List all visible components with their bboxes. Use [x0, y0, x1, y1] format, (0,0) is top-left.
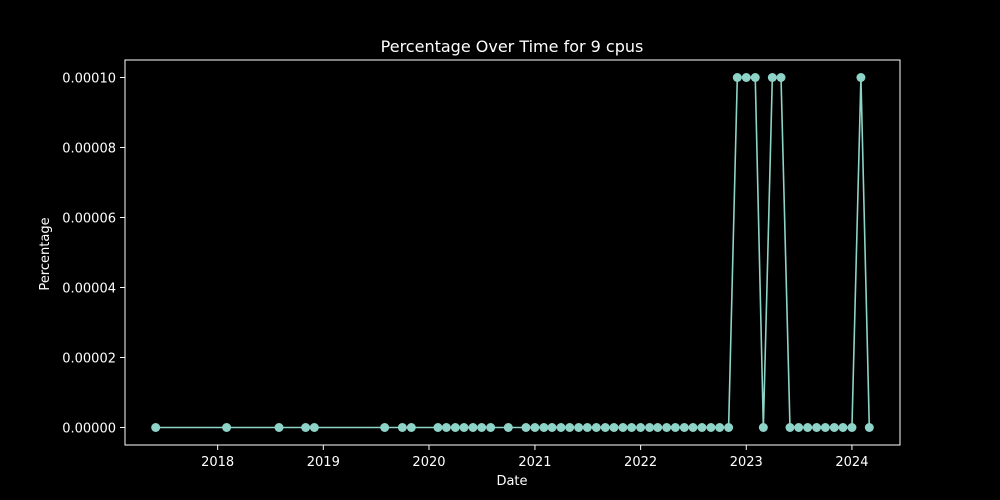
data-point: [785, 423, 795, 432]
y-tick-label: 0.00000: [62, 422, 116, 437]
data-point: [486, 423, 496, 432]
data-point: [776, 73, 786, 82]
series-group: [151, 73, 874, 432]
data-point: [758, 423, 768, 432]
y-tick-label: 0.00008: [62, 142, 116, 157]
data-point: [582, 423, 592, 432]
x-tick-label: 2021: [518, 455, 551, 470]
data-point: [468, 423, 478, 432]
x-tick-label: 2023: [730, 455, 763, 470]
data-point: [521, 423, 531, 432]
data-point: [662, 423, 672, 432]
data-point: [724, 423, 734, 432]
data-point: [750, 73, 760, 82]
data-point: [380, 423, 390, 432]
data-point: [715, 423, 725, 432]
x-tick-label: 2020: [412, 455, 445, 470]
axis-ticks: 2018 2019 2020 2021 2022 2023 2024 0.00000 0.000…: [62, 72, 868, 471]
data-point: [803, 423, 813, 432]
chart-title: Percentage Over Time for 9 cpus: [381, 37, 644, 56]
y-tick-label: 0.00006: [62, 212, 116, 227]
data-point: [856, 73, 866, 82]
data-point: [706, 423, 716, 432]
data-point: [829, 423, 839, 432]
y-tick-label: 0.00010: [62, 72, 116, 87]
data-point: [618, 423, 628, 432]
data-point: [847, 423, 857, 432]
y-tick-label: 0.00002: [62, 352, 116, 367]
y-tick-label: 0.00004: [62, 282, 116, 297]
data-point: [732, 73, 742, 82]
data-point: [812, 423, 822, 432]
data-point: [441, 423, 451, 432]
data-point: [609, 423, 619, 432]
data-point: [539, 423, 549, 432]
data-point: [653, 423, 663, 432]
data-point: [794, 423, 804, 432]
data-point: [477, 423, 487, 432]
data-point: [433, 423, 443, 432]
data-point: [397, 423, 407, 432]
data-point: [556, 423, 566, 432]
data-point: [274, 423, 284, 432]
plot-frame: [124, 59, 901, 446]
x-tick-label: 2019: [307, 455, 340, 470]
data-point: [547, 423, 557, 432]
data-point: [450, 423, 460, 432]
data-point: [741, 73, 751, 82]
data-point: [636, 423, 646, 432]
x-axis-label: Date: [496, 474, 527, 489]
data-point: [309, 423, 319, 432]
data-point: [864, 423, 874, 432]
data-point: [301, 423, 311, 432]
data-point: [574, 423, 584, 432]
y-axis-label: Percentage: [38, 217, 53, 290]
data-point: [679, 423, 689, 432]
x-tick-label: 2024: [835, 455, 868, 470]
data-point: [406, 423, 416, 432]
data-point: [503, 423, 513, 432]
data-point: [151, 423, 161, 432]
data-point: [697, 423, 707, 432]
data-point: [565, 423, 575, 432]
data-point: [459, 423, 469, 432]
data-point: [688, 423, 698, 432]
data-point: [670, 423, 680, 432]
data-point: [222, 423, 232, 432]
data-point: [820, 423, 830, 432]
data-point: [591, 423, 601, 432]
data-point: [645, 423, 655, 432]
data-point: [767, 73, 777, 82]
x-tick-label: 2022: [624, 455, 657, 470]
data-point: [627, 423, 637, 432]
x-tick-label: 2018: [201, 455, 234, 470]
data-point: [600, 423, 610, 432]
data-point: [530, 423, 540, 432]
data-point: [838, 423, 848, 432]
